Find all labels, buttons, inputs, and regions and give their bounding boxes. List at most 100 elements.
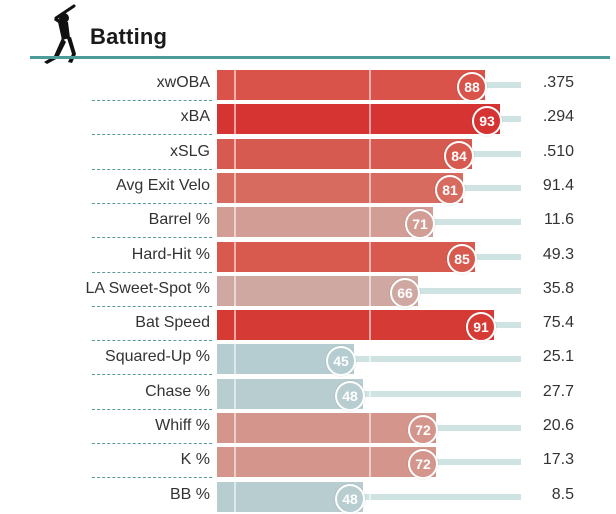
grid-line — [369, 344, 371, 375]
row-divider — [92, 100, 212, 101]
row-divider — [92, 237, 212, 239]
metric-value: 25.1 — [542, 348, 574, 366]
percentile-bar — [217, 447, 436, 478]
percentile-bubble: 91 — [466, 312, 496, 343]
percentile-bubble: 93 — [472, 106, 502, 137]
metric-row: Hard-Hit % 85 49.3 — [0, 240, 616, 274]
grid-line — [234, 172, 236, 203]
percentile-bar-area: 66 — [217, 275, 521, 308]
percentile-bubble: 81 — [435, 174, 465, 205]
percentile-bar-area: 48 — [217, 378, 521, 411]
percentile-bar-area: 91 — [217, 310, 521, 343]
percentile-bar-area: 71 — [217, 207, 521, 240]
grid-line — [369, 104, 371, 135]
metric-value: .294 — [542, 108, 574, 126]
percentile-bar — [217, 172, 463, 203]
grid-line — [234, 447, 236, 478]
metric-row: xBA 93 .294 — [0, 102, 616, 137]
percentile-bar-area: 88 — [217, 70, 521, 102]
percentile-bubble: 66 — [390, 277, 420, 308]
metric-label: Barrel % — [148, 211, 210, 229]
grid-line — [234, 378, 236, 409]
percentile-bubble: 85 — [447, 243, 477, 274]
batter-silhouette-icon — [44, 4, 76, 64]
grid-line — [369, 172, 371, 203]
grid-line — [369, 378, 371, 409]
metric-row: Avg Exit Velo 81 91.4 — [0, 171, 616, 205]
metric-value: 49.3 — [542, 245, 574, 263]
grid-line — [234, 70, 236, 100]
metric-label: K % — [180, 451, 210, 469]
row-divider — [92, 443, 212, 444]
percentile-bar — [217, 70, 485, 100]
row-divider — [92, 202, 212, 204]
grid-line — [369, 413, 371, 443]
percentile-bar-area: 45 — [217, 344, 521, 377]
row-divider — [92, 134, 212, 136]
metric-row: Squared-Up % 45 25.1 — [0, 342, 616, 377]
metric-row: LA Sweet-Spot % 66 35.8 — [0, 274, 616, 308]
row-divider — [92, 305, 212, 307]
percentile-bar-area: 72 — [217, 413, 521, 445]
metric-label: BB % — [169, 485, 210, 503]
grid-line — [369, 138, 371, 169]
grid-line — [234, 310, 236, 341]
metric-label: Whiff % — [155, 417, 210, 434]
percentile-bar-area: 48 — [217, 481, 521, 514]
metric-label: xSLG — [169, 142, 210, 160]
percentile-bar-area: 85 — [217, 241, 521, 274]
percentile-bar — [217, 104, 500, 135]
section-title: Batting — [90, 24, 168, 49]
metric-label: Squared-Up % — [105, 348, 210, 366]
metric-label: Bat Speed — [135, 314, 210, 332]
metric-row: xSLG 84 .510 — [0, 137, 616, 171]
metric-value: 75.4 — [542, 314, 574, 332]
metric-label: Chase % — [145, 382, 210, 400]
metric-row: Bat Speed 91 75.4 — [0, 308, 616, 343]
row-divider — [92, 168, 212, 170]
metric-value: 11.6 — [544, 211, 574, 229]
metric-value: 20.6 — [542, 417, 574, 434]
percentile-bubble: 48 — [335, 380, 365, 411]
grid-line — [369, 275, 371, 306]
percentile-bar — [217, 207, 433, 238]
header-divider — [30, 56, 610, 59]
grid-line — [369, 481, 371, 512]
grid-line — [369, 241, 371, 272]
percentile-bar-area: 93 — [217, 104, 521, 137]
metric-row: xwOBA 88 .375 — [0, 68, 616, 102]
grid-line — [234, 344, 236, 375]
metric-value: 91.4 — [542, 176, 574, 194]
metric-row: Whiff % 72 20.6 — [0, 411, 616, 445]
metric-row: K % 72 17.3 — [0, 445, 616, 480]
percentile-bubble: 48 — [335, 483, 365, 514]
section-header: Batting — [0, 0, 616, 70]
metric-label: xBA — [180, 108, 210, 126]
percentile-bar — [217, 138, 472, 169]
metric-value: .510 — [542, 142, 574, 160]
grid-line — [234, 413, 236, 443]
metric-row: Barrel % 71 11.6 — [0, 205, 616, 240]
percentile-bubble: 72 — [408, 449, 438, 480]
metric-label: Avg Exit Velo — [116, 176, 210, 194]
percentile-bubble: 71 — [405, 209, 435, 240]
grid-line — [234, 481, 236, 512]
percentile-bubble: 72 — [408, 415, 438, 445]
percentile-bar — [217, 241, 475, 272]
metric-label: LA Sweet-Spot % — [85, 279, 210, 297]
metric-value: 8.5 — [551, 485, 574, 503]
percentile-bubble: 88 — [457, 72, 487, 102]
metric-label: xwOBA — [156, 74, 210, 91]
percentile-bar — [217, 275, 418, 306]
grid-line — [369, 70, 371, 100]
grid-line — [234, 138, 236, 169]
row-divider — [92, 408, 212, 410]
metric-value: 35.8 — [542, 279, 574, 297]
grid-line — [369, 207, 371, 238]
grid-line — [369, 447, 371, 478]
row-divider — [92, 374, 212, 376]
percentile-bar — [217, 310, 494, 341]
grid-line — [234, 241, 236, 272]
percentile-bar-area: 72 — [217, 447, 521, 480]
metric-value: 27.7 — [542, 382, 574, 400]
